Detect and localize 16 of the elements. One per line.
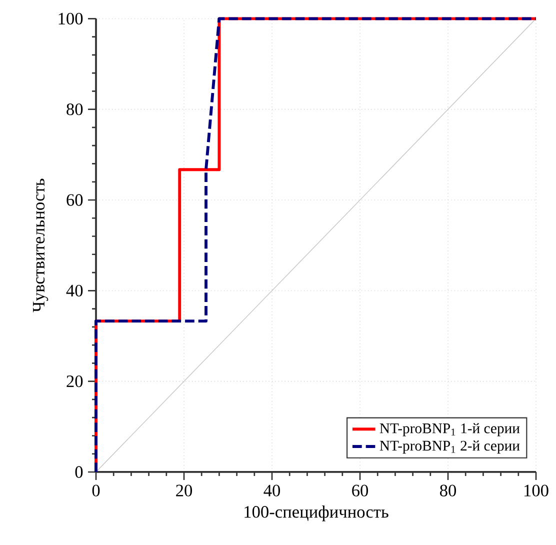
x-tick-label: 40 — [264, 484, 280, 496]
y-tick-label: 60 — [66, 194, 83, 206]
y-tick-label: 20 — [66, 375, 83, 388]
x-tick-label: 80 — [440, 484, 456, 496]
y-tick-label: 40 — [66, 284, 83, 296]
legend-label: NT-proBNP$_{1}$ 2-й серии — [380, 440, 520, 454]
x-tick-label: 100 — [524, 484, 548, 496]
x-tick-label: 20 — [176, 484, 192, 496]
y-tick-label: 100 — [58, 12, 83, 24]
y-tick-label: 0 — [75, 466, 83, 478]
x-tick-label: 60 — [352, 484, 368, 496]
y-axis-title: Чувствительность — [33, 178, 48, 312]
x-tick-label: 0 — [92, 484, 100, 496]
legend-label: NT-proBNP$_{1}$ 1-й серии — [380, 422, 520, 436]
x-axis-title: 100-специфичность — [244, 505, 388, 522]
y-tick-label: 80 — [66, 103, 83, 116]
